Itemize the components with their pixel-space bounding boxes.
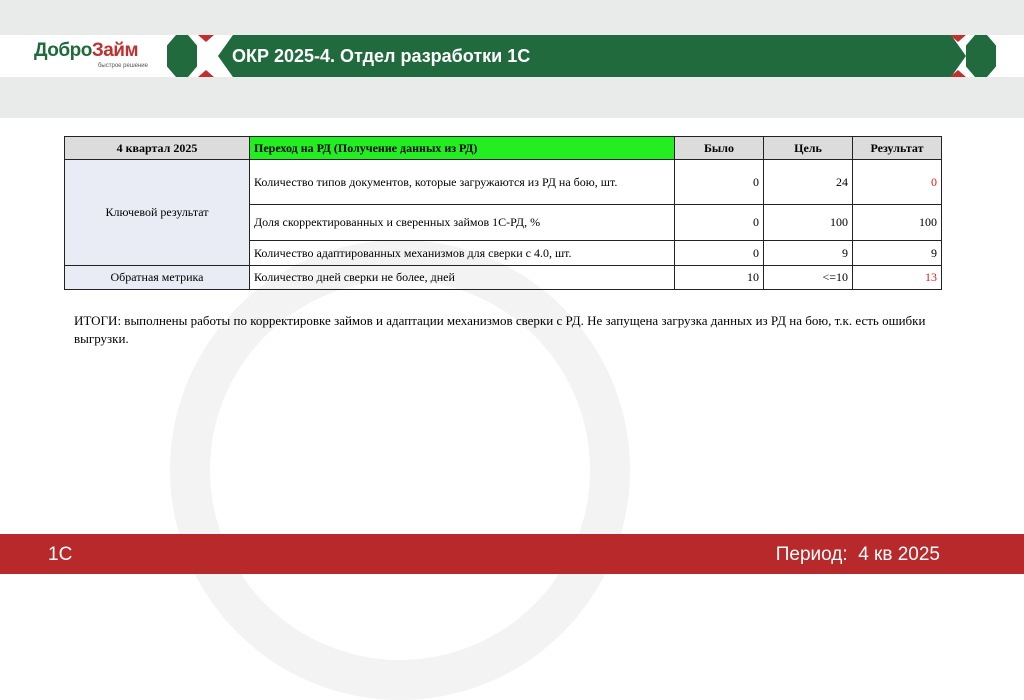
goal-cell: <=10 <box>763 265 853 290</box>
header-result: Результат <box>852 136 942 160</box>
was-cell: 0 <box>674 204 764 241</box>
decor-triangle <box>198 70 214 77</box>
decor-octagon <box>966 35 996 77</box>
footer-department: 1С <box>48 544 73 565</box>
decor-triangle <box>198 35 214 42</box>
page-title: ОКР 2025-4. Отдел разработки 1С <box>232 46 531 66</box>
result-cell: 13 <box>852 265 942 290</box>
title-bar <box>218 35 966 77</box>
decor-triangle <box>950 35 966 42</box>
logo-tagline: быстрое решение <box>97 63 148 69</box>
table-row: Доля скорректированных и сверенных займо… <box>65 204 942 241</box>
metric-cell: Доля скорректированных и сверенных займо… <box>249 204 675 241</box>
watermark-logo <box>170 240 630 700</box>
footer: 1С Период: 4 кв 2025 <box>0 534 1024 574</box>
header-period: 4 квартал 2025 <box>64 136 250 160</box>
was-cell: 10 <box>674 265 764 290</box>
result-cell: 100 <box>852 204 942 241</box>
footer-period: Период: 4 кв 2025 <box>775 544 940 565</box>
table-row: Обратная метрика Количество дней сверки … <box>64 265 942 290</box>
table-row: Ключевой результат Количество типов доку… <box>64 159 942 266</box>
metric-cell: Количество типов документов, которые заг… <box>249 159 675 205</box>
was-cell: 0 <box>674 240 764 266</box>
okr-table: 4 квартал 2025 Переход на РД (Получение … <box>64 136 942 290</box>
goal-cell: 100 <box>763 204 853 241</box>
goal-cell: 9 <box>763 240 853 266</box>
header-goal: Цель <box>763 136 853 160</box>
metric-cell: Количество дней сверки не более, дней <box>249 265 675 290</box>
logo-text: Добро <box>34 40 92 61</box>
decor-octagon <box>167 35 197 77</box>
logo: ДоброЗайм <box>34 40 139 62</box>
table-header-row: 4 квартал 2025 Переход на РД (Получение … <box>64 136 942 160</box>
result-cell: 9 <box>852 240 942 266</box>
top-bar <box>0 0 1024 35</box>
goal-cell: 24 <box>763 159 853 205</box>
logo-text: Займ <box>91 40 139 61</box>
header-objective: Переход на РД (Получение данных из РД) <box>249 136 675 160</box>
table-row: Количество адаптированных механизмов для… <box>65 240 942 266</box>
decor-triangle <box>950 70 966 77</box>
result-cell: 0 <box>852 159 942 205</box>
group-counter-metric: Обратная метрика <box>64 265 250 290</box>
header-underbar <box>0 77 1024 118</box>
header-was: Было <box>674 136 764 160</box>
summary-text: ИТОГИ: выполнены работы по корректировке… <box>74 313 926 346</box>
metric-cell: Количество адаптированных механизмов для… <box>249 240 675 266</box>
group-key-result: Ключевой результат <box>64 159 250 266</box>
was-cell: 0 <box>674 159 764 205</box>
